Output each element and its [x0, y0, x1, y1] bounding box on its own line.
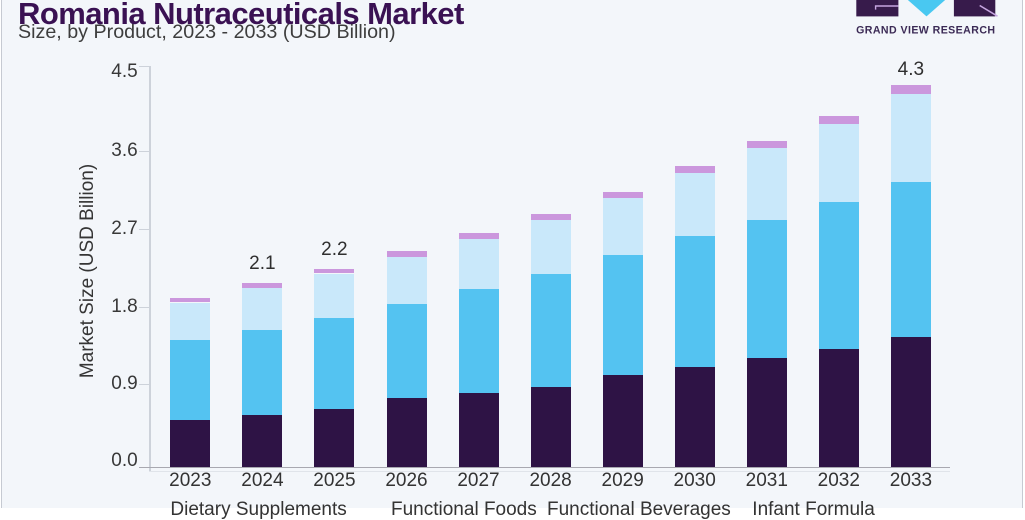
svg-text:GRAND VIEW RESEARCH: GRAND VIEW RESEARCH	[856, 25, 995, 37]
